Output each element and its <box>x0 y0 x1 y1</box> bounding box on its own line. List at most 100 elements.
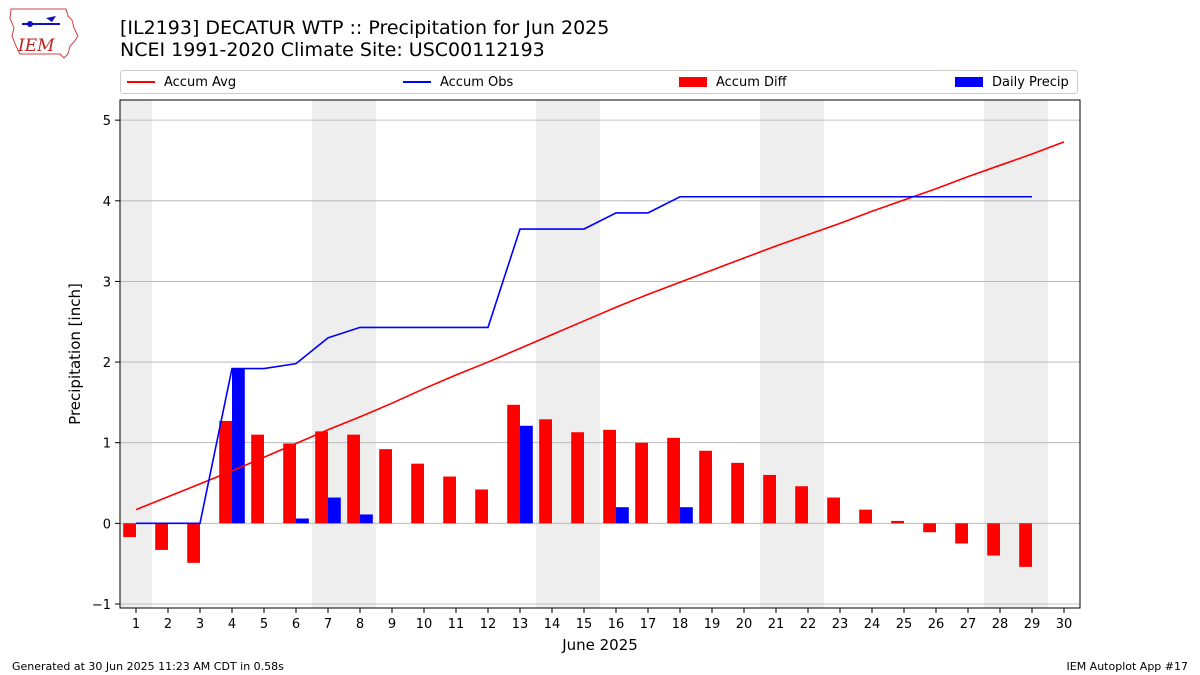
legend-label-obs: Accum Obs <box>440 74 514 90</box>
diff-bar-3 <box>187 523 200 563</box>
x-axis-label: June 2025 <box>561 636 638 654</box>
diff-bar-23 <box>827 497 840 524</box>
x-tick-label: 30 <box>1056 617 1073 632</box>
diff-bar-18 <box>667 437 680 524</box>
diff-bar-11 <box>443 476 456 524</box>
x-tick-label: 26 <box>928 617 945 632</box>
diff-bar-9 <box>379 449 392 524</box>
x-tick-label: 25 <box>896 617 913 632</box>
legend-swatch-daily <box>955 77 983 87</box>
diff-bar-8 <box>347 434 360 524</box>
weekend-band-3 <box>760 100 824 608</box>
diff-bar-19 <box>699 450 712 524</box>
bars <box>123 368 1032 567</box>
diff-bar-7 <box>315 431 328 524</box>
y-tick-label: 0 <box>103 517 111 532</box>
x-tick-label: 21 <box>768 617 785 632</box>
weekend-band-2 <box>536 100 600 608</box>
y-tick-label: 3 <box>103 275 111 290</box>
legend-swatch-obs <box>403 81 431 83</box>
x-tick-label: 14 <box>544 617 561 632</box>
weekend-band-0 <box>120 100 152 608</box>
footer-app: IEM Autoplot App #17 <box>1066 660 1189 673</box>
x-tick-label: 20 <box>736 617 753 632</box>
x-tick-label: 24 <box>864 617 881 632</box>
daily-bar-6 <box>296 518 309 524</box>
legend-item-diff: Accum Diff <box>679 71 787 93</box>
weekend-band-1 <box>312 100 376 608</box>
diff-bar-20 <box>731 462 744 524</box>
x-tick-label: 6 <box>292 617 300 632</box>
logo-text: IEM <box>17 36 55 56</box>
daily-bar-8 <box>360 514 373 524</box>
legend-item-daily: Daily Precip <box>955 71 1069 93</box>
accum-obs-line <box>136 195 1032 525</box>
diff-bar-5 <box>251 434 264 524</box>
x-tick-label: 7 <box>324 617 332 632</box>
x-tick-label: 12 <box>480 617 497 632</box>
diff-bar-13 <box>507 404 520 524</box>
x-tick-label: 16 <box>608 617 625 632</box>
y-axis-label: Precipitation [inch] <box>66 283 84 425</box>
iem-logo: IEM <box>9 8 79 59</box>
weekend-band-4 <box>984 100 1048 608</box>
x-tick-label: 27 <box>960 617 977 632</box>
daily-bar-7 <box>328 497 341 524</box>
x-tick-label: 28 <box>992 617 1009 632</box>
chart-subtitle: NCEI 1991-2020 Climate Site: USC00112193 <box>120 39 545 61</box>
legend: Accum Avg Accum Obs Accum Diff Daily Pre… <box>120 70 1078 94</box>
diff-bar-17 <box>635 442 648 524</box>
lines <box>135 141 1065 525</box>
diff-bar-10 <box>411 463 424 524</box>
chart-title: [IL2193] DECATUR WTP :: Precipitation fo… <box>120 17 610 39</box>
legend-swatch-diff <box>679 77 707 87</box>
diff-bar-1 <box>123 523 136 538</box>
weekend-bands <box>120 100 1048 608</box>
legend-label-avg: Accum Avg <box>164 74 237 90</box>
diff-bar-4 <box>219 420 232 524</box>
x-tick-label: 4 <box>228 617 236 632</box>
x-tick-label: 11 <box>448 617 465 632</box>
plot-frame <box>119 99 1081 609</box>
daily-bar-13 <box>520 425 533 524</box>
diff-bar-25 <box>891 520 904 524</box>
diff-bar-24 <box>859 509 872 524</box>
y-tick-label: 5 <box>103 114 111 129</box>
diff-bar-12 <box>475 489 488 524</box>
x-tick-label: 29 <box>1024 617 1041 632</box>
legend-item-obs: Accum Obs <box>403 71 513 93</box>
legend-item-avg: Accum Avg <box>127 71 236 93</box>
x-tick-label: 2 <box>164 617 172 632</box>
accum-avg-line <box>135 141 1065 511</box>
x-tick-label: 9 <box>388 617 396 632</box>
x-tick-label: 3 <box>196 617 204 632</box>
y-tick-label: −1 <box>92 598 111 613</box>
x-tick-label: 15 <box>576 617 593 632</box>
legend-label-daily: Daily Precip <box>992 74 1069 90</box>
y-tick-label: 4 <box>103 195 111 210</box>
x-tick-label: 8 <box>356 617 364 632</box>
x-tick-label: 17 <box>640 617 657 632</box>
x-tick-label: 10 <box>416 617 433 632</box>
diff-bar-28 <box>987 523 1000 556</box>
y-tick-label: 2 <box>103 356 111 371</box>
y-tick-label: 1 <box>103 437 111 452</box>
diff-bar-27 <box>955 523 968 544</box>
gridlines <box>120 119 1080 605</box>
diff-bar-6 <box>283 443 296 524</box>
x-tick-label: 23 <box>832 617 849 632</box>
legend-swatch-avg <box>127 81 155 83</box>
footer-generated: Generated at 30 Jun 2025 11:23 AM CDT in… <box>12 660 284 673</box>
x-tick-label: 5 <box>260 617 268 632</box>
diff-bar-26 <box>923 523 936 533</box>
daily-bar-16 <box>616 507 629 524</box>
x-tick-label: 19 <box>704 617 721 632</box>
legend-label-diff: Accum Diff <box>716 74 787 90</box>
daily-bar-18 <box>680 507 693 524</box>
x-tick-label: 1 <box>132 617 140 632</box>
diff-bar-16 <box>603 429 616 524</box>
x-tick-label: 18 <box>672 617 689 632</box>
diff-bar-22 <box>795 486 808 524</box>
